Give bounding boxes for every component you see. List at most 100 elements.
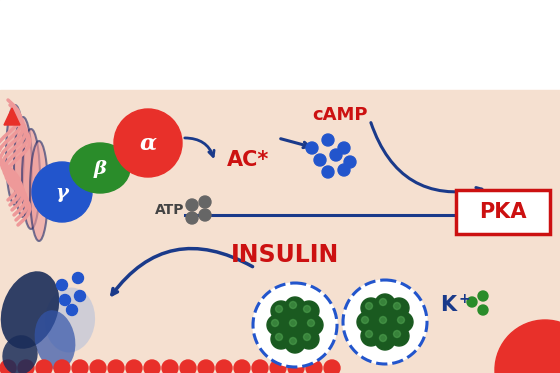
- Circle shape: [234, 360, 250, 373]
- Circle shape: [322, 166, 334, 178]
- Circle shape: [314, 154, 326, 166]
- Circle shape: [380, 298, 386, 305]
- Circle shape: [276, 305, 282, 313]
- Circle shape: [394, 303, 400, 310]
- Circle shape: [253, 283, 337, 367]
- Text: cAMP: cAMP: [312, 106, 368, 124]
- Circle shape: [375, 294, 395, 314]
- Polygon shape: [4, 108, 20, 125]
- Circle shape: [272, 320, 278, 326]
- Text: γ: γ: [55, 184, 68, 202]
- Circle shape: [199, 196, 211, 208]
- Circle shape: [306, 360, 322, 373]
- Ellipse shape: [45, 288, 95, 352]
- Circle shape: [478, 305, 488, 315]
- Text: K: K: [440, 295, 456, 315]
- Circle shape: [380, 335, 386, 342]
- Circle shape: [144, 360, 160, 373]
- Circle shape: [366, 303, 372, 310]
- Circle shape: [330, 149, 342, 161]
- Ellipse shape: [6, 105, 24, 205]
- Circle shape: [290, 338, 296, 345]
- Circle shape: [344, 156, 356, 168]
- Circle shape: [375, 330, 395, 350]
- Circle shape: [186, 199, 198, 211]
- Circle shape: [54, 360, 70, 373]
- Text: ATP: ATP: [155, 203, 184, 217]
- Circle shape: [36, 360, 52, 373]
- Text: INSULIN: INSULIN: [231, 243, 339, 267]
- Circle shape: [299, 301, 319, 321]
- Circle shape: [216, 360, 232, 373]
- Circle shape: [375, 312, 395, 332]
- Circle shape: [270, 360, 286, 373]
- Ellipse shape: [70, 143, 130, 193]
- Text: β: β: [94, 160, 106, 178]
- Circle shape: [307, 320, 315, 326]
- Circle shape: [285, 333, 305, 353]
- Circle shape: [389, 298, 409, 318]
- Circle shape: [67, 304, 77, 316]
- Circle shape: [198, 360, 214, 373]
- Circle shape: [288, 360, 304, 373]
- Circle shape: [366, 330, 372, 338]
- Circle shape: [180, 360, 196, 373]
- Circle shape: [18, 360, 34, 373]
- Circle shape: [74, 291, 86, 301]
- Circle shape: [72, 273, 83, 283]
- Circle shape: [361, 326, 381, 346]
- Circle shape: [343, 280, 427, 364]
- FancyBboxPatch shape: [456, 190, 550, 234]
- Circle shape: [324, 360, 340, 373]
- Bar: [0, 0, 560, 90]
- Circle shape: [380, 317, 386, 323]
- Circle shape: [108, 360, 124, 373]
- Circle shape: [59, 295, 71, 305]
- Circle shape: [276, 333, 282, 341]
- Circle shape: [389, 326, 409, 346]
- Text: α: α: [139, 133, 157, 155]
- Circle shape: [162, 360, 178, 373]
- Circle shape: [57, 279, 68, 291]
- Circle shape: [357, 312, 377, 332]
- Circle shape: [467, 297, 477, 307]
- Circle shape: [398, 317, 404, 323]
- Circle shape: [252, 360, 268, 373]
- Circle shape: [271, 329, 291, 349]
- Circle shape: [290, 320, 296, 326]
- Circle shape: [322, 134, 334, 146]
- Circle shape: [72, 360, 88, 373]
- Ellipse shape: [35, 310, 76, 370]
- Circle shape: [303, 315, 323, 335]
- Circle shape: [299, 329, 319, 349]
- Circle shape: [306, 142, 318, 154]
- Circle shape: [361, 298, 381, 318]
- Circle shape: [394, 330, 400, 338]
- Ellipse shape: [30, 141, 48, 241]
- Circle shape: [338, 164, 350, 176]
- Circle shape: [267, 315, 287, 335]
- Circle shape: [114, 109, 182, 177]
- Circle shape: [304, 333, 310, 341]
- Circle shape: [495, 320, 560, 373]
- Bar: [0, 90, 560, 373]
- Ellipse shape: [2, 335, 38, 373]
- Circle shape: [186, 212, 198, 224]
- Text: +: +: [458, 292, 470, 306]
- Circle shape: [362, 317, 368, 323]
- Circle shape: [0, 360, 16, 373]
- Circle shape: [393, 312, 413, 332]
- Circle shape: [285, 315, 305, 335]
- Circle shape: [32, 162, 92, 222]
- Circle shape: [285, 297, 305, 317]
- Ellipse shape: [22, 129, 40, 229]
- Circle shape: [126, 360, 142, 373]
- Circle shape: [478, 291, 488, 301]
- Text: AC*: AC*: [227, 150, 269, 170]
- Circle shape: [199, 209, 211, 221]
- Circle shape: [290, 301, 296, 308]
- Circle shape: [338, 142, 350, 154]
- Text: PKA: PKA: [479, 202, 527, 222]
- Ellipse shape: [14, 117, 32, 217]
- Circle shape: [90, 360, 106, 373]
